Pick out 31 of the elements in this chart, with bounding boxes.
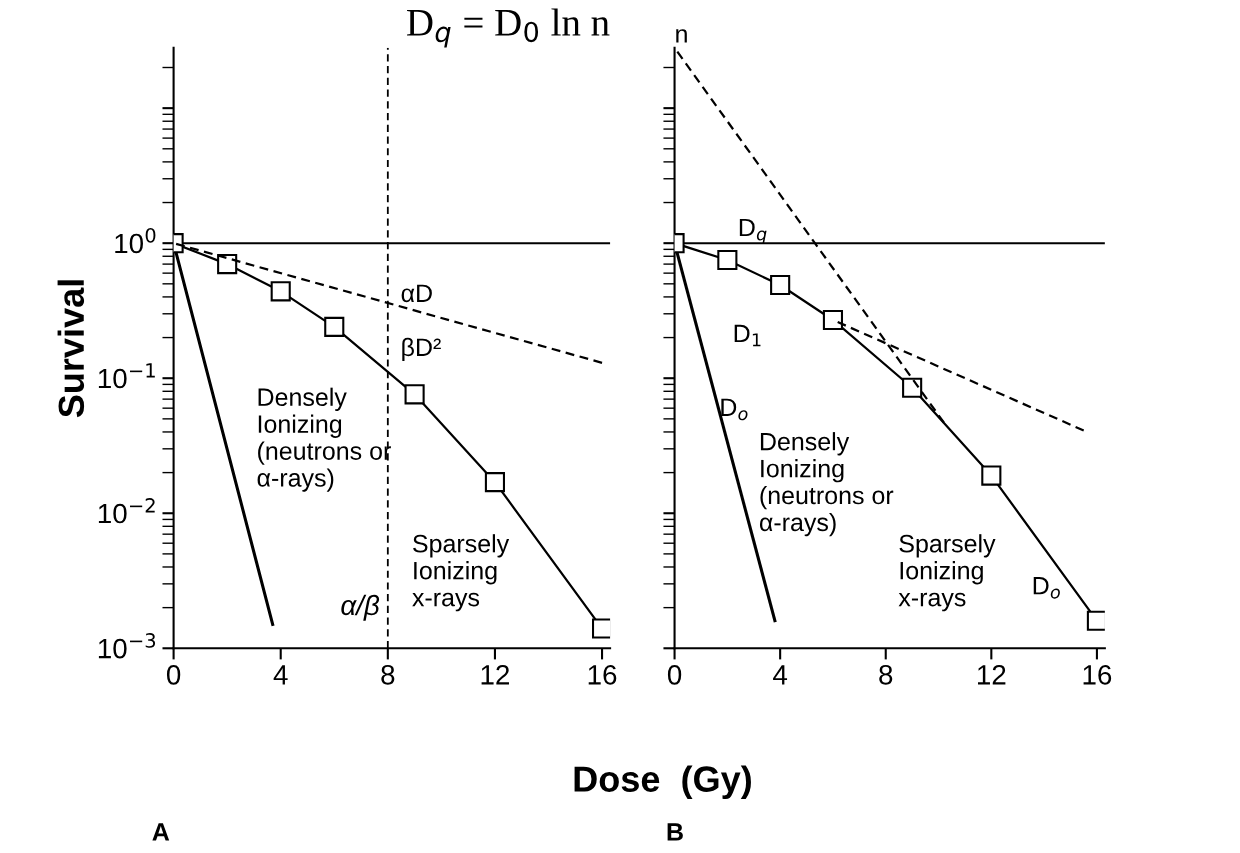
y-axis-title: Survival — [57, 280, 85, 418]
y-tick-label: 10$^{−2}$ — [98, 498, 155, 524]
x-tick-label: 8 — [381, 664, 395, 685]
annotation: αD — [401, 284, 432, 303]
x-tick-label: 0 — [667, 664, 682, 685]
annotation: D$_{q}$ — [739, 218, 767, 244]
x-tick-label: 12 — [978, 664, 1006, 685]
y-tick-label: 10$^{−1}$ — [98, 363, 155, 389]
x-tick-label: 12 — [481, 664, 509, 685]
text: B — [667, 823, 683, 841]
x-tick-label: 0 — [166, 664, 181, 685]
y-tick-label: 10$^{0}$ — [115, 227, 156, 254]
chart-title: D$_{q}$ = D$_{0}$ ln n — [407, 8, 610, 48]
annotation: Sparsely Ionizing x-rays — [412, 534, 510, 612]
x-tick-label: 4 — [773, 665, 788, 685]
annotation: n — [676, 29, 687, 43]
annotation: D$_{o}$ — [721, 398, 748, 421]
annotation: Sparsely Ionizing x-rays — [898, 534, 996, 612]
annotation: Densely Ionizing (neutrons or α-rays) — [759, 432, 894, 537]
text: A — [152, 823, 170, 841]
x-tick-label: 8 — [879, 664, 893, 685]
annotation: Densely Ionizing (neutrons or α-rays) — [257, 387, 391, 492]
annotation: βD² — [402, 337, 441, 362]
x-tick-label: 16 — [1083, 664, 1112, 685]
ref-line-label: α/β — [341, 594, 380, 621]
annotation: D$_{1}$ — [734, 324, 761, 347]
x-tick-label: 4 — [273, 665, 288, 685]
x-tick-label: 16 — [588, 664, 617, 685]
x-axis-title: Dose (Gy) — [574, 765, 751, 800]
annotation: D$_{o}$ — [1033, 577, 1060, 599]
y-tick-label: 10$^{−3}$ — [98, 633, 156, 659]
